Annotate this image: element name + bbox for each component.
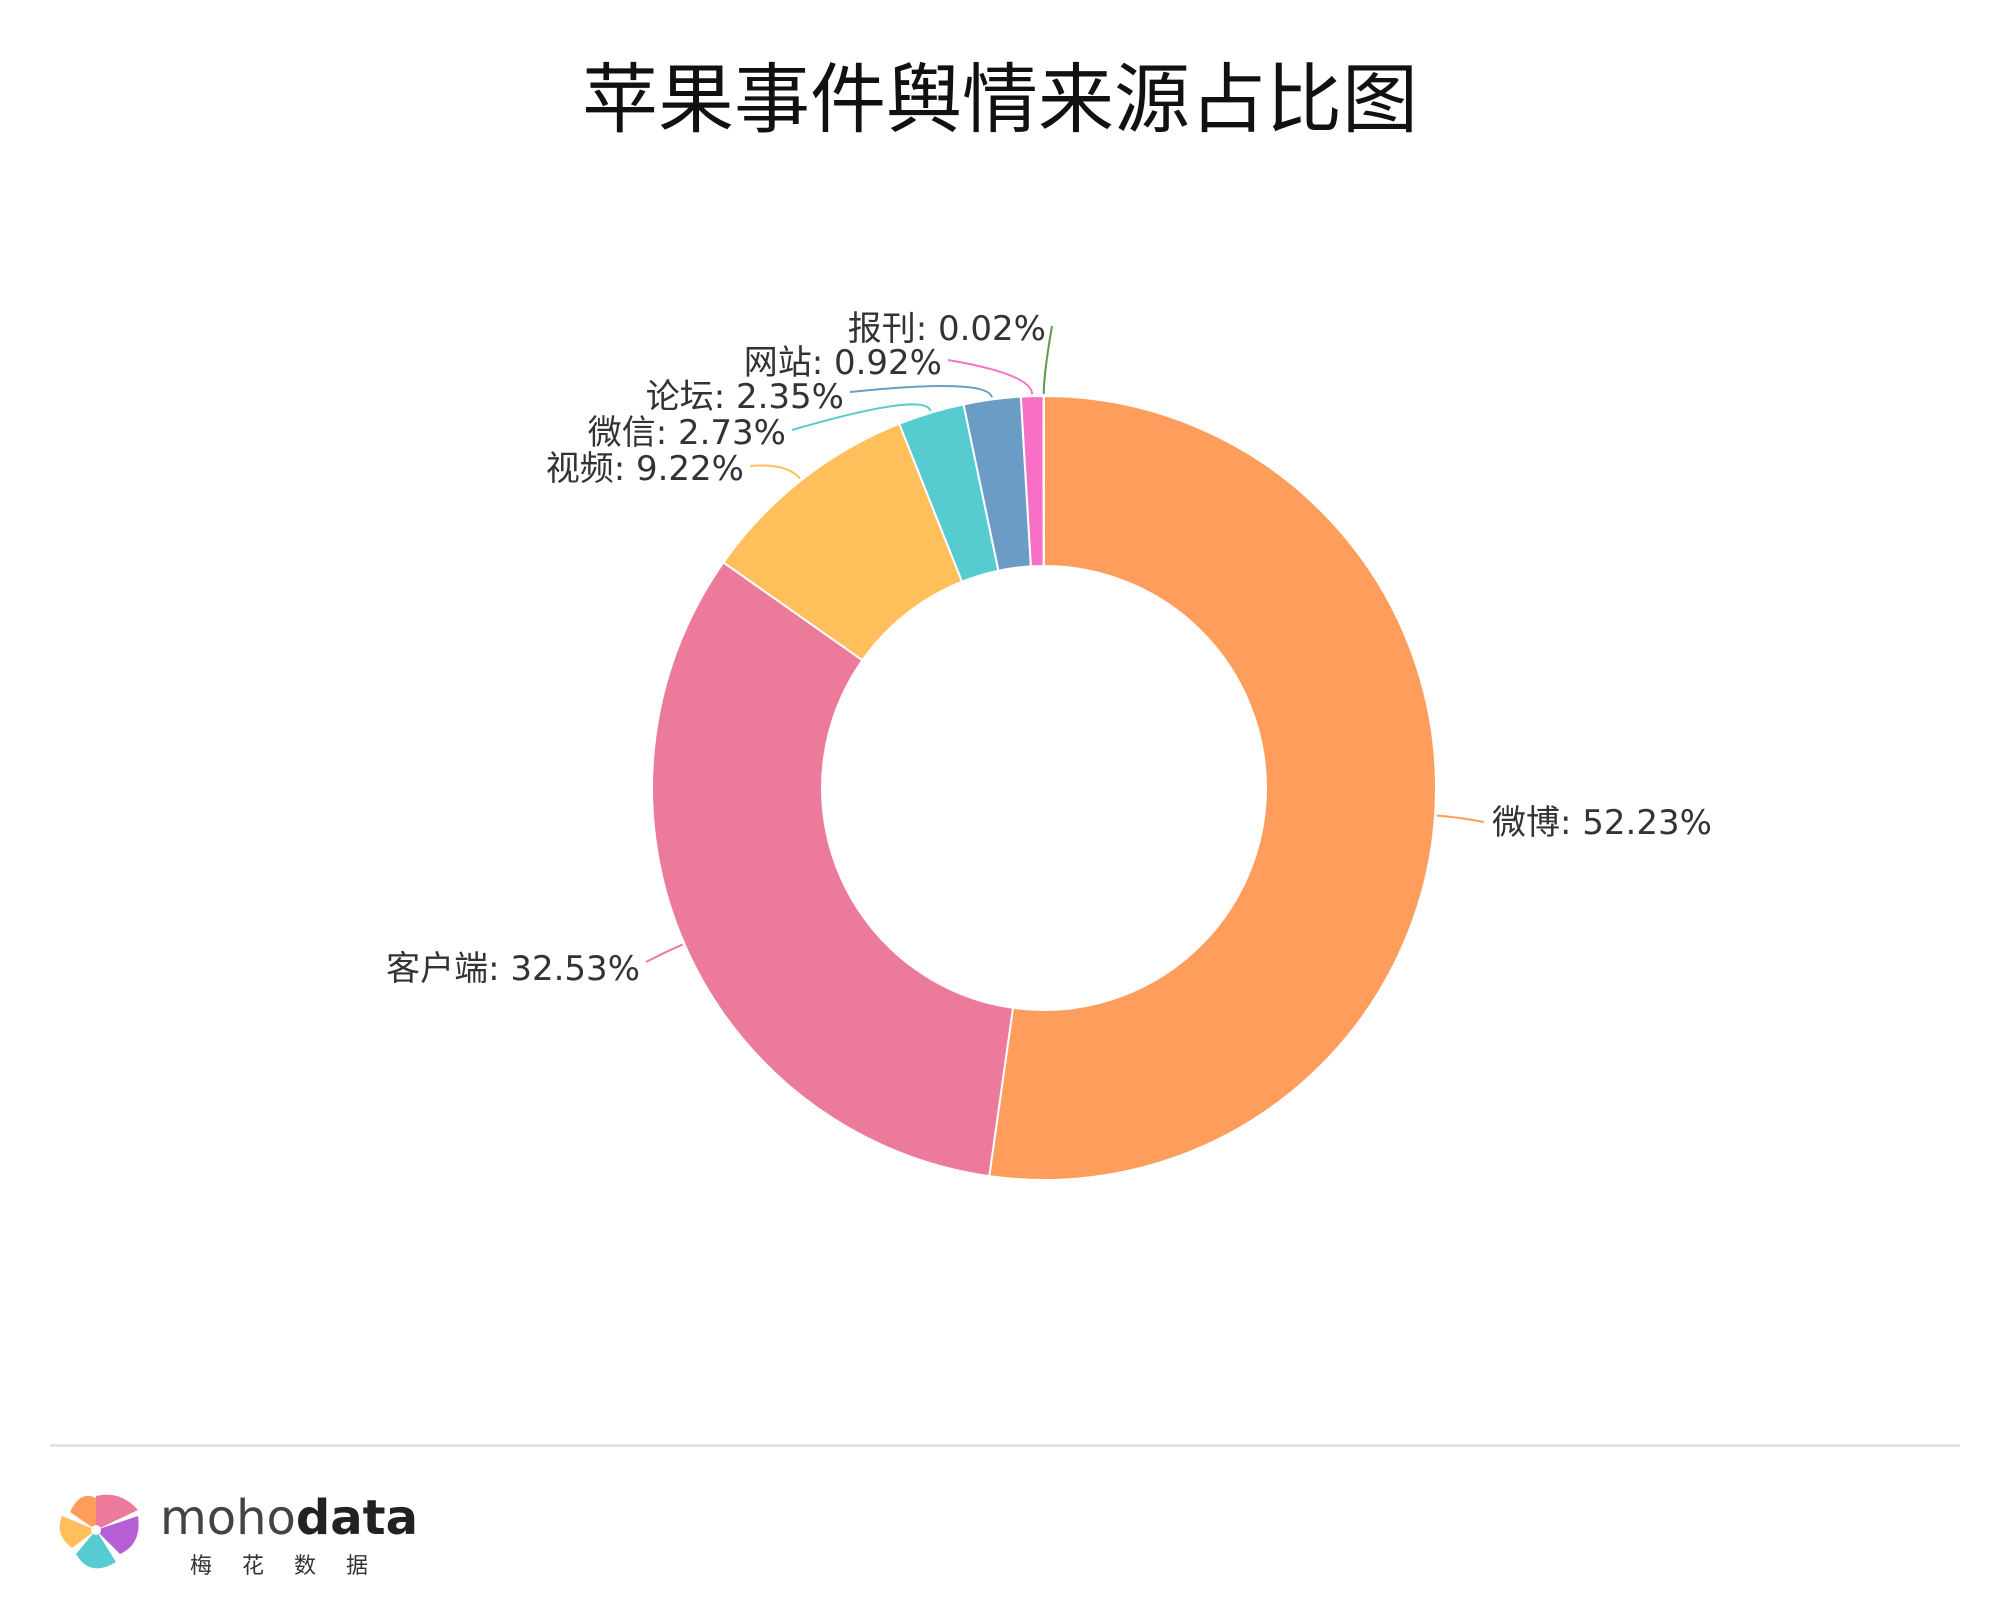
leader-line-5 [947,359,1034,395]
chart-title: 苹果事件舆情来源占比图 [582,55,1418,144]
brand-subtitle: 梅花数据 [190,1554,399,1579]
slice-label-2: 视频: 9.22% [546,449,744,489]
brand-name: mohodata [160,1490,418,1546]
donut-slice-0[interactable] [988,394,1437,1181]
brand-name-light: moho [160,1490,296,1546]
slice-label-1: 客户端: 32.53% [386,949,640,989]
slice-label-6: 报刊: 0.02% [848,309,1046,349]
brand-name-bold: data [295,1490,419,1546]
leader-line-3 [791,403,932,431]
slice-label-5: 网站: 0.92% [744,343,942,383]
leader-line-4 [849,385,993,398]
donut-slice-1[interactable] [651,561,1015,1178]
leader-line-1 [645,943,683,963]
leader-line-6 [1042,325,1053,395]
brand-block: mohodata 梅花数据 [50,1482,450,1579]
slice-label-0: 微博: 52.23% [1492,803,1712,843]
footer-divider [50,1444,1960,1447]
leader-line-2 [749,464,801,480]
pinwheel-logo-icon [59,1494,139,1569]
slice-label-4: 论坛: 2.35% [646,377,844,417]
slice-label-3: 微信: 2.73% [588,413,786,453]
leader-line-0 [1436,814,1485,823]
donut-chart: 微博: 52.23% 客户端: 32.53% 视频: 9.22%微信: 2.73%论… [386,309,1712,1181]
